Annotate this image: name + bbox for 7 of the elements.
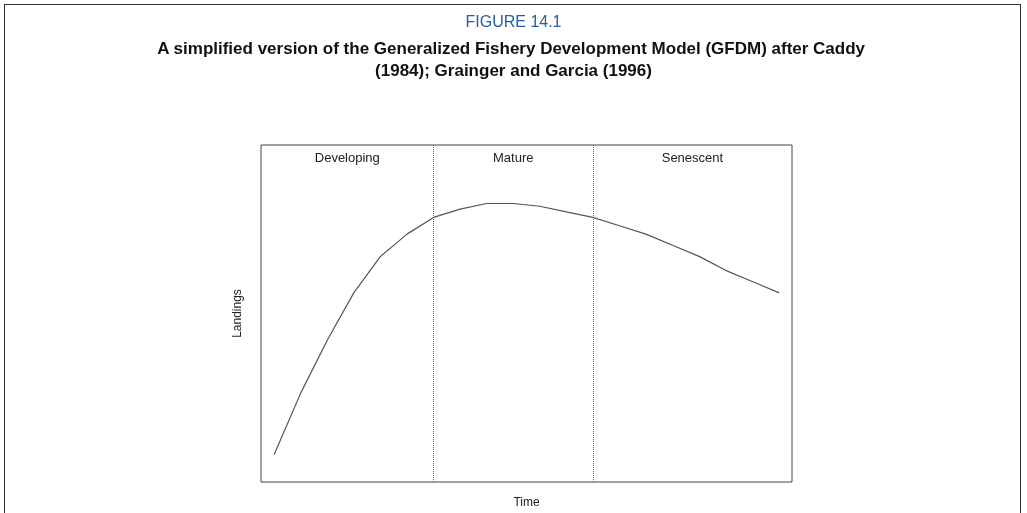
text: Mature (492, 149, 534, 165)
chart-title: FIGURE 14.1 (465, 12, 562, 30)
chart-subtitle: A simplified version of the Generalized Fishery Development Model (GFDM) after Caddy (1984); Grainger and Garcia (1996) (157, 38, 870, 80)
x-axis-title: Time (513, 495, 540, 509)
text: Developing (314, 149, 380, 165)
y-axis-title: Landings (230, 289, 244, 338)
text: Senescent (661, 149, 724, 165)
